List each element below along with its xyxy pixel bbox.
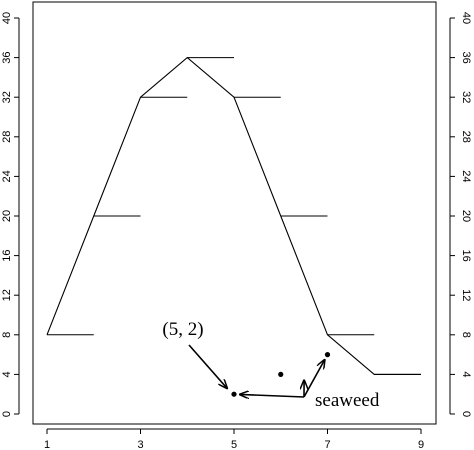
y-tick-label: 28 [1,131,13,143]
y-tick-label: 8 [460,332,472,338]
x-tick-label: 1 [44,439,50,450]
annotation-arrow [303,360,325,398]
y-tick-label: 36 [1,51,13,63]
y-tick-label: 12 [1,289,13,301]
x-tick-label: 3 [137,439,143,450]
y-tick-label: 8 [1,332,13,338]
y-tick-label: 0 [460,411,472,417]
data-point [231,391,237,397]
y-tick-label: 20 [1,210,13,222]
y-tick-label: 40 [460,12,472,24]
x-tick-label: 9 [418,439,424,450]
y-tick-label: 24 [1,170,13,182]
x-axis: 1 3 5 7 9 [44,428,424,450]
y-tick-label: 24 [460,170,472,182]
y-axis-right: 0 4 8 12 16 20 24 28 32 36 40 [449,12,472,417]
annotation-arrow [240,394,305,397]
annotation-label-point: (5, 2) [162,319,203,340]
plot-frame [32,1,437,425]
y-axis-left: 0 4 8 12 16 20 24 28 32 36 40 [1,12,20,417]
y-tick-label: 20 [460,210,472,222]
plot-area [46,56,421,397]
annotation-label-seaweed: seaweed [315,390,380,411]
annotation-arrow [188,344,227,388]
y-tick-label: 16 [1,249,13,261]
y-tick-label: 32 [1,91,13,103]
y-tick-label: 4 [1,371,13,377]
data-point [324,352,331,358]
data-point [278,371,284,377]
annotations: (5, 2) seaweed [162,319,379,411]
x-tick-label: 5 [231,439,237,450]
y-tick-label: 28 [460,131,472,143]
y-tick-label: 32 [460,91,472,103]
y-tick-label: 16 [460,249,472,261]
y-tick-label: 4 [460,371,472,377]
y-tick-label: 40 [1,12,13,24]
x-tick-label: 7 [324,439,330,450]
y-tick-label: 36 [460,51,472,63]
y-tick-label: 12 [460,289,472,301]
y-tick-label: 0 [1,411,13,417]
